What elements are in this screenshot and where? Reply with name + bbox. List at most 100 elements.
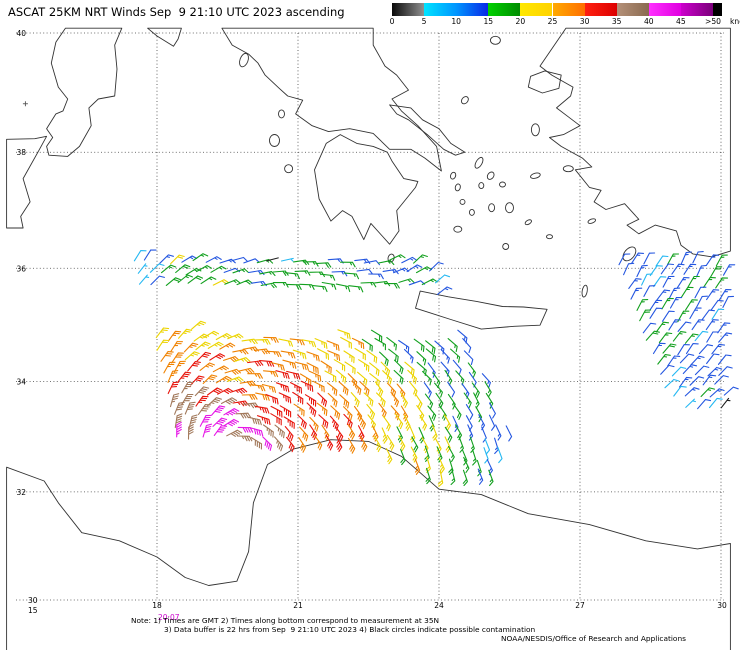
wind-barb	[685, 398, 697, 408]
wind-barb	[226, 429, 243, 437]
wind-barb	[356, 371, 368, 386]
wind-barb	[471, 382, 480, 398]
wind-barb	[407, 369, 417, 385]
wind-barb	[185, 267, 202, 276]
colorbar-tick-label: 0	[389, 17, 395, 26]
wind-barb	[488, 414, 496, 431]
colorbar-segment-40	[648, 3, 681, 16]
wind-barb	[374, 381, 384, 397]
wind-barb	[326, 382, 338, 396]
wind-barb	[317, 392, 328, 407]
wind-barb	[184, 401, 196, 415]
wind-barb	[187, 424, 194, 440]
wind-barb	[708, 397, 723, 409]
wind-barb	[169, 393, 180, 408]
wind-barb	[315, 262, 332, 268]
wind-barb	[653, 276, 667, 288]
wind-barb	[343, 350, 355, 364]
wind-barb	[223, 408, 240, 416]
wind-barb	[463, 392, 472, 409]
wind-barb	[289, 382, 303, 394]
wind-barb	[687, 275, 700, 288]
lon-label-27: 27	[575, 601, 585, 610]
wind-barb	[313, 434, 323, 451]
wind-barb	[389, 254, 406, 261]
coastline-lesbos	[527, 70, 562, 94]
wind-barb	[684, 333, 699, 344]
wind-barb	[339, 394, 350, 409]
wind-barb	[723, 386, 739, 396]
wind-barb	[722, 264, 736, 276]
colorbar-segment-35	[616, 3, 649, 16]
wind-barb	[370, 329, 383, 343]
wind-barb	[309, 416, 319, 432]
island-zakynthos	[284, 164, 294, 174]
wind-barb	[428, 415, 435, 432]
wind-barb	[378, 260, 395, 266]
wind-barb	[197, 404, 212, 415]
wind-barb	[207, 397, 222, 407]
wind-barb	[427, 405, 437, 421]
colorbar-tick-label: 25	[547, 17, 558, 26]
coastline-north-africa	[6, 439, 731, 650]
wind-barb	[425, 348, 437, 363]
wind-barb	[403, 414, 411, 431]
wind-barb	[155, 327, 170, 339]
wind-barb	[366, 350, 378, 364]
wind-barb	[379, 351, 389, 367]
wind-barb	[714, 375, 729, 385]
wind-barb	[494, 437, 499, 455]
wind-barb	[236, 435, 253, 442]
wind-barb	[202, 374, 218, 385]
wind-barb	[662, 275, 675, 288]
lon-label-18: 18	[152, 601, 162, 610]
wind-barb	[282, 359, 297, 369]
wind-barb	[667, 355, 681, 367]
wind-barb	[443, 414, 451, 431]
island-skyros	[461, 96, 469, 105]
wind-barb	[636, 299, 649, 311]
wind-barb	[690, 355, 705, 366]
wind-barb	[677, 344, 690, 356]
wind-barb	[270, 413, 282, 426]
wind-barb	[326, 340, 340, 351]
island-serifos	[459, 198, 466, 205]
island-amorgos	[524, 219, 532, 226]
wind-barb	[265, 393, 279, 405]
wind-barb	[237, 426, 254, 433]
wind-barb	[250, 384, 266, 392]
wind-barb	[263, 336, 279, 343]
wind-barb	[645, 330, 660, 341]
wind-barb	[359, 381, 370, 396]
wind-barb	[266, 350, 282, 358]
lat-label-36: 36	[16, 264, 26, 273]
wind-barb	[336, 435, 343, 452]
wind-barb	[209, 353, 226, 361]
wind-barb	[259, 271, 276, 277]
wind-barb	[718, 366, 733, 376]
wind-barb	[374, 337, 386, 351]
wind-barb	[692, 251, 704, 264]
wind-barb	[369, 362, 380, 377]
wind-barb	[242, 402, 259, 409]
wind-barb	[707, 366, 723, 377]
wind-barb	[458, 436, 464, 453]
wind-barb	[655, 255, 669, 267]
wind-barb	[223, 356, 240, 363]
wind-barb	[401, 256, 418, 264]
wind-barb	[685, 299, 698, 311]
coastline-euboea	[389, 104, 466, 156]
island-tinos	[486, 171, 495, 180]
wind-barb	[199, 414, 212, 427]
wind-barb	[398, 435, 406, 452]
wind-barb	[488, 402, 496, 419]
wind-barb	[330, 405, 341, 420]
lat-label-40: 40	[16, 29, 26, 38]
wind-barb	[408, 381, 418, 397]
wind-barb	[215, 375, 232, 384]
coastline-italy-calabria	[46, 27, 123, 157]
wind-barb	[231, 256, 248, 262]
wind-barb	[367, 414, 376, 430]
wind-barb	[284, 426, 294, 442]
wind-barb	[462, 469, 468, 487]
